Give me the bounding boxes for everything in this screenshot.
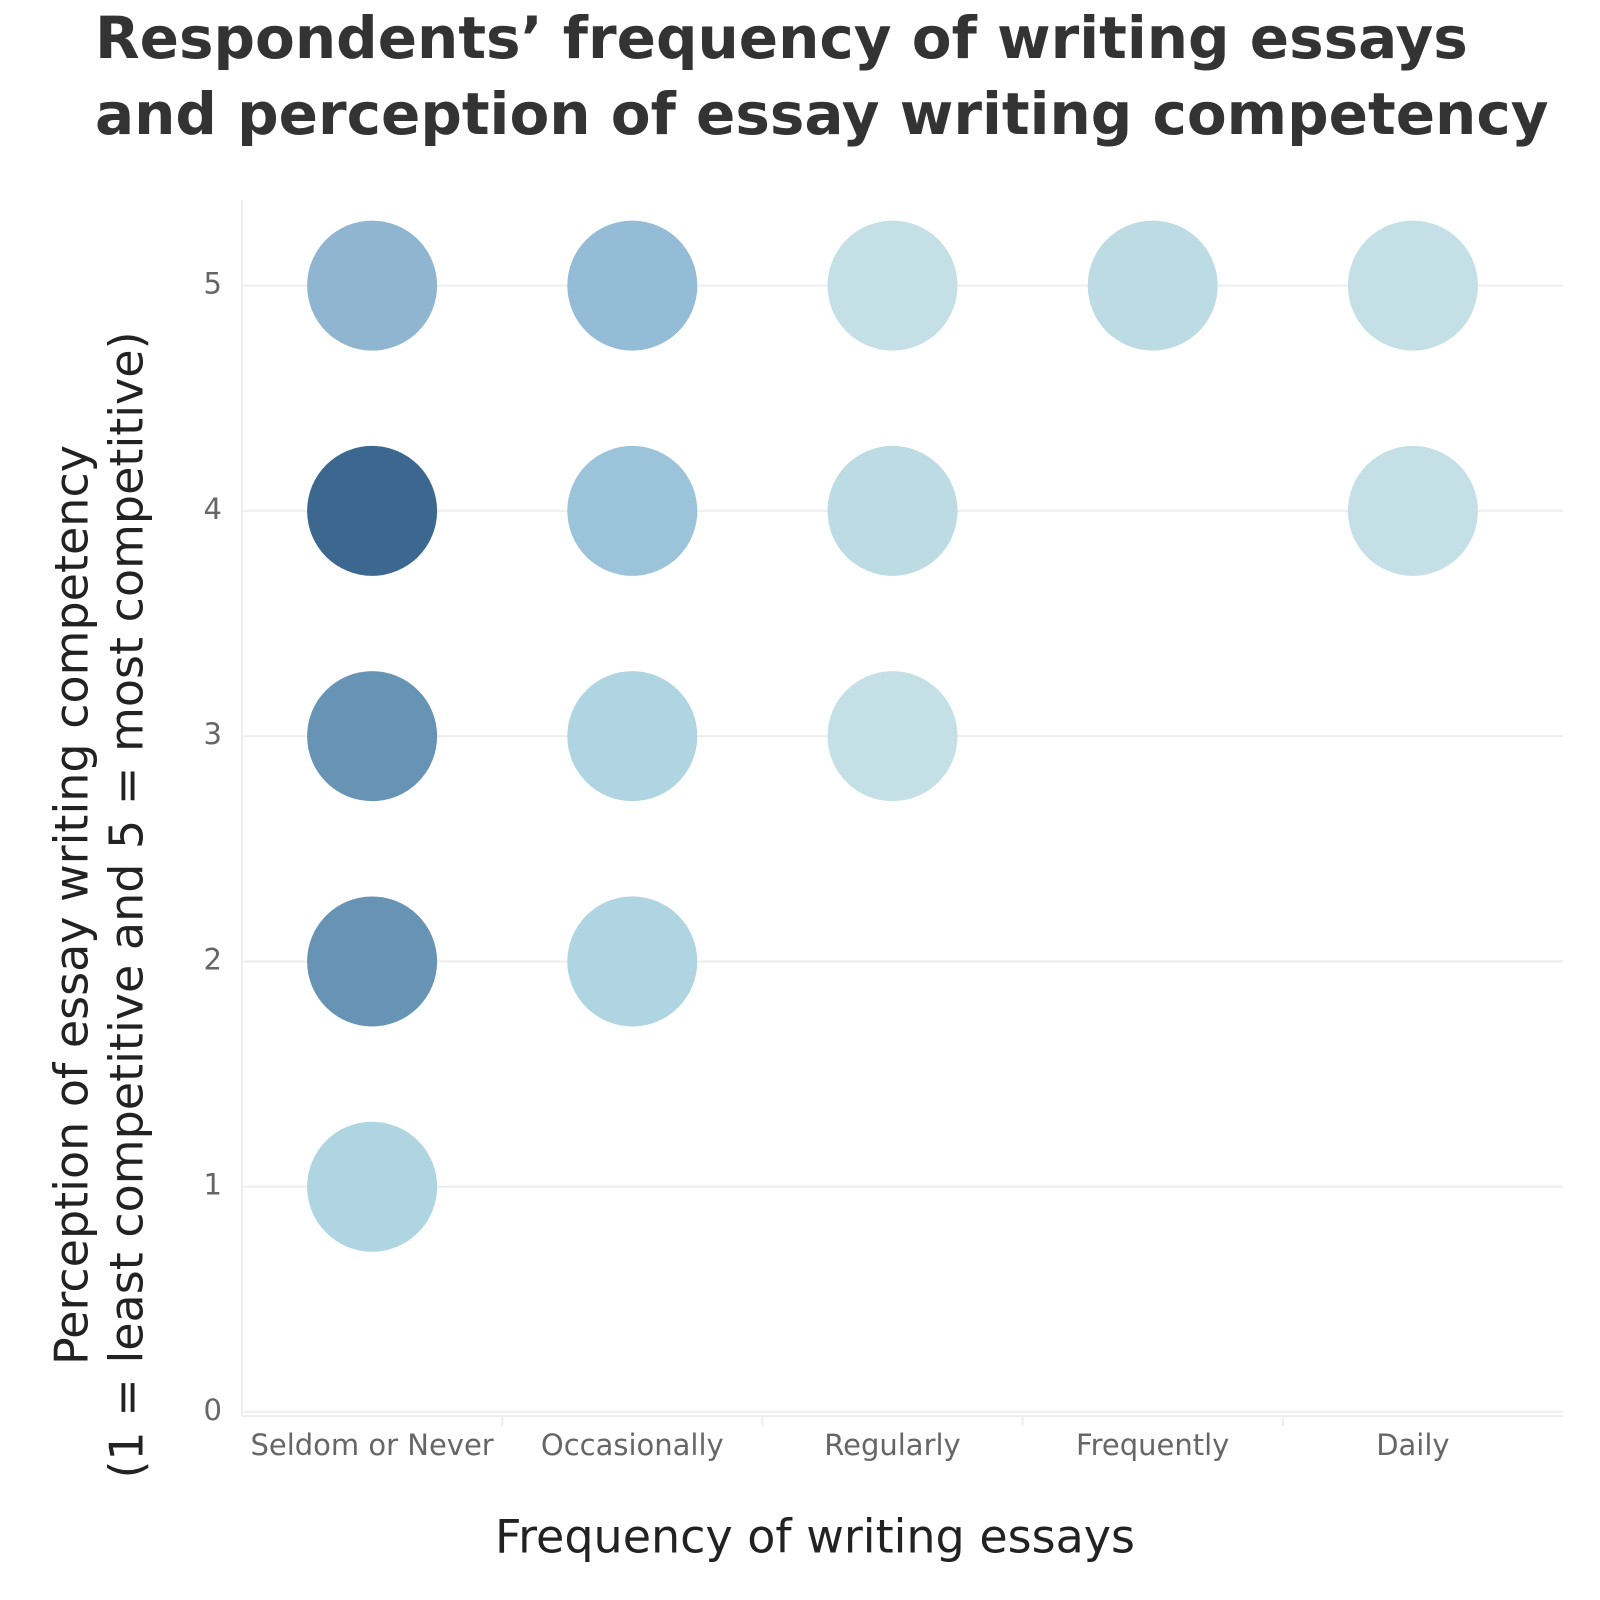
y-tick-label: 4 bbox=[204, 492, 222, 526]
dot bbox=[827, 671, 958, 802]
x-tick-label: Daily bbox=[1376, 1428, 1449, 1462]
dot bbox=[567, 220, 698, 351]
y-tick-label: 2 bbox=[204, 942, 222, 976]
y-tick-label: 0 bbox=[204, 1393, 222, 1427]
dot bbox=[567, 445, 698, 576]
y-tick-label: 5 bbox=[204, 267, 222, 301]
dot bbox=[567, 896, 698, 1027]
dot bbox=[1347, 220, 1478, 351]
dot bbox=[307, 445, 438, 576]
dot bbox=[827, 445, 958, 576]
dot bbox=[307, 671, 438, 802]
x-axis-label: Frequency of writing essays bbox=[495, 1510, 1135, 1564]
dot bbox=[567, 671, 698, 802]
x-tick-label: Occasionally bbox=[541, 1428, 724, 1462]
dot bbox=[1347, 445, 1478, 576]
dot bbox=[307, 220, 438, 351]
y-tick-label: 3 bbox=[204, 717, 222, 751]
dot bbox=[1087, 220, 1218, 351]
dot bbox=[827, 220, 958, 351]
x-tick-label: Seldom or Never bbox=[250, 1428, 493, 1462]
chart-title: Respondents’ frequency of writing essays… bbox=[95, 4, 1549, 148]
dot bbox=[307, 1121, 438, 1252]
y-tick-label: 1 bbox=[204, 1168, 222, 1202]
x-tick-label: Frequently bbox=[1076, 1428, 1229, 1462]
y-axis-label: (1 = least competitive and 5 = most comp… bbox=[100, 331, 154, 1478]
y-axis-label: Perception of essay writing competency bbox=[45, 445, 99, 1365]
dot bbox=[307, 896, 438, 1027]
x-tick-label: Regularly bbox=[824, 1428, 960, 1462]
